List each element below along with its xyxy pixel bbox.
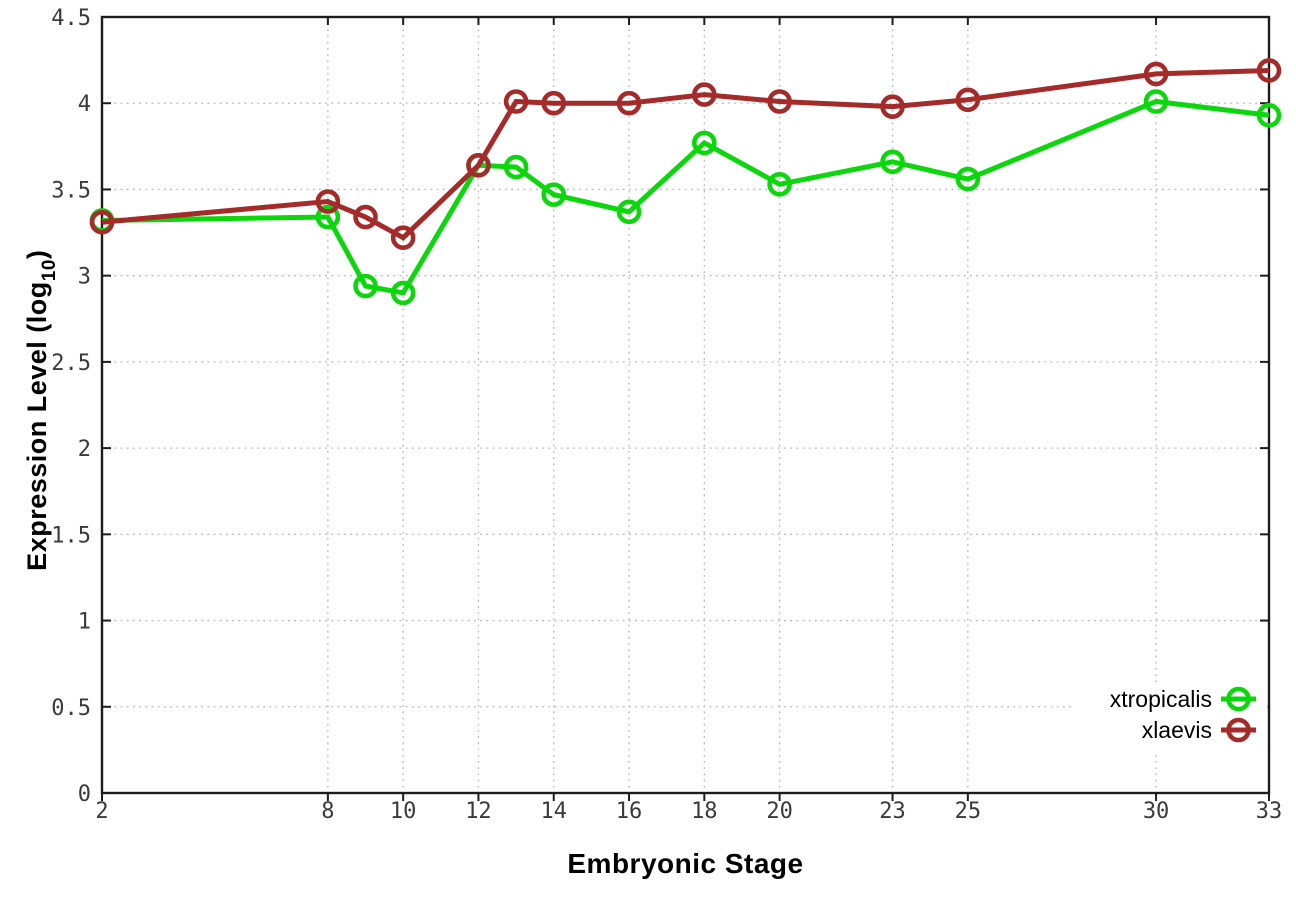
y-tick-label: 0 [78, 782, 91, 807]
x-tick-label: 14 [540, 799, 567, 824]
x-tick-label: 8 [321, 799, 334, 824]
data-point-marker-xtropicalis [616, 199, 642, 225]
data-point-marker-xtropicalis [503, 154, 529, 180]
series-line-xtropicalis [101, 98, 1270, 296]
y-tick-label: 4 [78, 92, 91, 117]
y-tick-label: 2.5 [51, 351, 91, 376]
legend-label-xlaevis: xlaevis [1142, 717, 1212, 743]
data-point-marker-xtropicalis [767, 171, 792, 197]
y-axis-title-text: Expression Level (log [21, 281, 52, 571]
data-point-marker-xlaevis [466, 153, 491, 178]
x-tick-label: 33 [1256, 799, 1283, 824]
x-tick-label: 25 [955, 799, 982, 824]
data-point-marker-xtropicalis [955, 166, 981, 192]
data-point-marker-xtropicalis [692, 130, 717, 156]
x-axis-title: Embryonic Stage [567, 848, 804, 879]
y-axis-title-subscript: 10 [39, 259, 61, 282]
x-tick-label: 10 [390, 799, 417, 824]
data-point-marker-xtropicalis [1143, 89, 1169, 114]
legend-label-xtropicalis: xtropicalis [1110, 686, 1212, 712]
data-point-marker-xlaevis [89, 209, 115, 235]
x-tick-label: 23 [879, 799, 906, 824]
x-tick-label: 20 [766, 799, 793, 824]
y-tick-label: 1 [78, 610, 91, 635]
data-point-marker-xtropicalis [353, 273, 378, 299]
y-tick-label: 1.5 [51, 523, 91, 548]
data-point-marker-xtropicalis [541, 182, 567, 207]
x-tick-label: 18 [691, 799, 718, 824]
data-point-marker-xlaevis [616, 90, 642, 116]
data-point-marker-xtropicalis [1256, 102, 1282, 128]
data-point-marker-xlaevis [390, 225, 416, 251]
plot-border [100, 15, 1271, 795]
y-axis-title: Expression Level (log10) [21, 210, 61, 610]
data-point-marker-xlaevis [353, 204, 378, 230]
y-tick-label: 0.5 [51, 696, 91, 721]
data-point-marker-xlaevis [1143, 61, 1169, 87]
x-tick-label: 12 [465, 799, 492, 824]
y-axis-title-suffix: ) [21, 249, 52, 260]
x-tick-label: 30 [1143, 799, 1170, 824]
data-point-marker-xlaevis [1256, 58, 1282, 83]
y-tick-label: 2 [78, 437, 91, 462]
data-point-marker-xlaevis [767, 89, 792, 114]
legend-marker-xlaevis [1226, 717, 1251, 743]
x-tick-label: 2 [95, 799, 108, 824]
data-point-marker-xlaevis [692, 82, 717, 107]
data-point-marker-xlaevis [880, 94, 905, 119]
data-point-marker-xlaevis [503, 89, 529, 114]
legend-marker-xtropicalis [1226, 686, 1251, 712]
data-point-marker-xlaevis [955, 87, 981, 113]
y-tick-label: 3.5 [51, 178, 91, 203]
data-point-marker-xtropicalis [390, 280, 416, 306]
data-point-marker-xtropicalis [315, 204, 341, 230]
y-tick-label: 4.5 [51, 6, 91, 31]
data-point-marker-xlaevis [315, 189, 341, 214]
series-line-xlaevis [101, 67, 1270, 241]
x-tick-label: 16 [616, 799, 643, 824]
data-point-marker-xlaevis [541, 90, 567, 116]
data-point-marker-xtropicalis [880, 149, 905, 175]
y-tick-label: 3 [78, 265, 91, 290]
